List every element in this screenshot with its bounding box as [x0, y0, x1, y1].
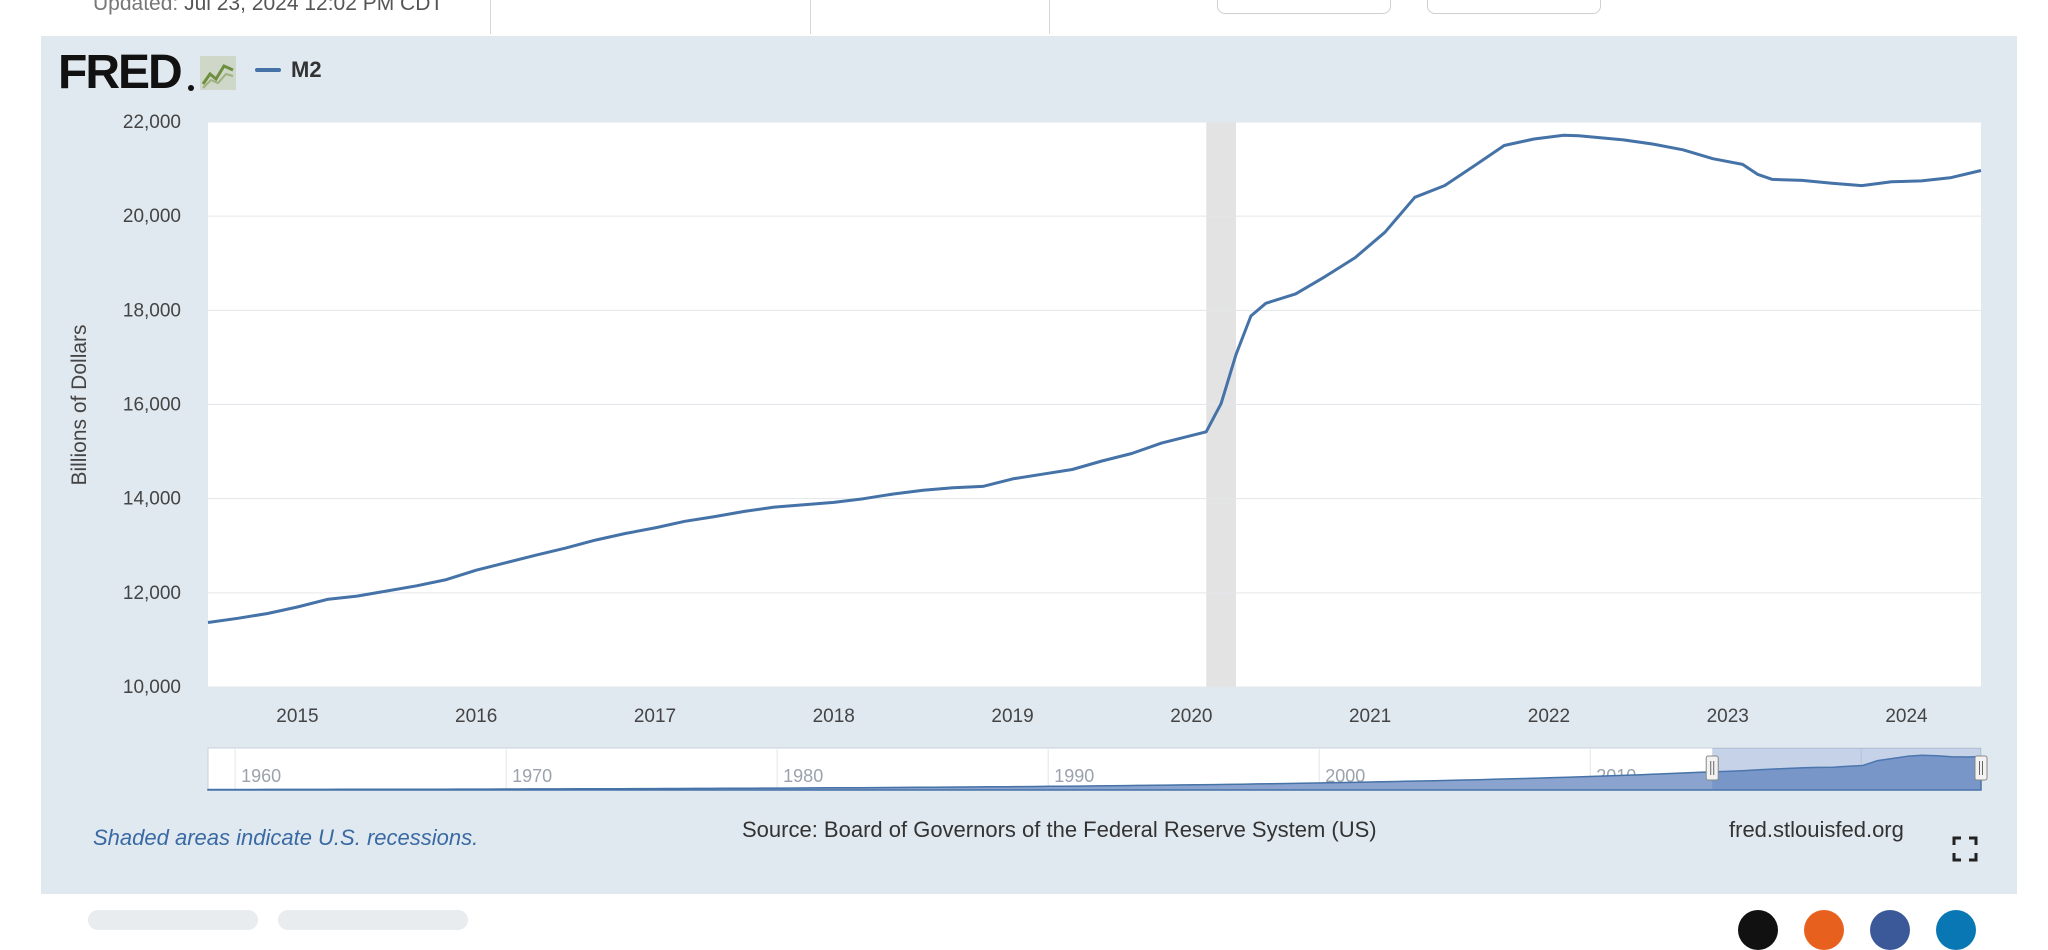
social-x-icon[interactable] [1738, 910, 1778, 950]
source-text: Source: Board of Governors of the Federa… [742, 817, 1377, 842]
updated-label: Updated: [93, 0, 179, 15]
toolbar-button[interactable] [1217, 0, 1391, 14]
divider [1049, 0, 1050, 34]
bottom-button[interactable] [278, 910, 468, 930]
social-reddit-icon[interactable] [1804, 910, 1844, 950]
svg-text:FRED: FRED [58, 48, 181, 94]
site-link[interactable]: fred.stlouisfed.org [1729, 817, 1904, 842]
recession-note: Shaded areas indicate U.S. recessions. [93, 825, 479, 850]
top-strip: Updated: Jul 23, 2024 12:02 PM CDT [0, 0, 2048, 36]
legend-swatch [255, 68, 281, 72]
updated-value: Jul 23, 2024 12:02 PM CDT [184, 0, 444, 15]
chart-panel [41, 36, 2017, 894]
fullscreen-icon[interactable] [1952, 836, 1978, 862]
legend-series-name[interactable]: M2 [291, 57, 322, 82]
social-linkedin-icon[interactable] [1936, 910, 1976, 950]
divider [810, 0, 811, 34]
social-facebook-icon[interactable] [1870, 910, 1910, 950]
divider [490, 0, 491, 34]
fred-logo-icon[interactable]: FRED [58, 48, 238, 94]
y-axis-label: Billions of Dollars [68, 324, 91, 486]
bottom-button[interactable] [88, 910, 258, 930]
updated-timestamp: Updated: Jul 23, 2024 12:02 PM CDT [93, 0, 443, 16]
toolbar-button[interactable] [1427, 0, 1601, 14]
